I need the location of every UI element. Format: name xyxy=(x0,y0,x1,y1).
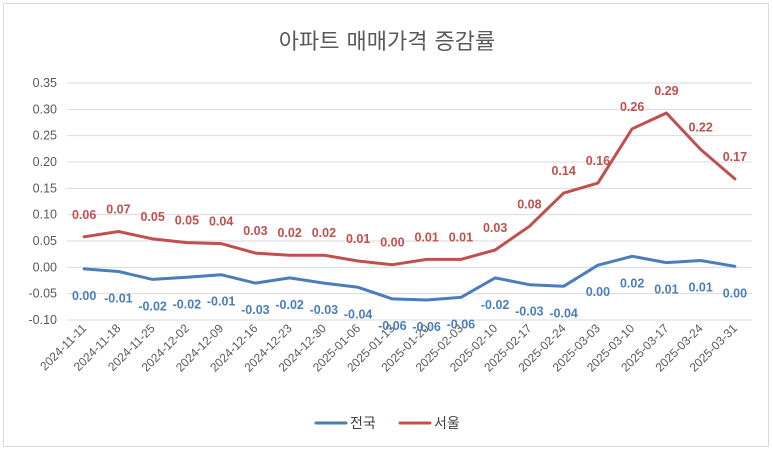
data-label: -0.02 xyxy=(481,298,510,312)
legend-label: 서울 xyxy=(434,416,460,432)
data-label: 0.03 xyxy=(483,221,507,235)
data-label: 0.01 xyxy=(449,230,473,244)
y-tick-label: 0.05 xyxy=(33,234,57,248)
legend: 전국 서울 xyxy=(314,416,460,432)
data-label: 0.16 xyxy=(586,154,610,168)
data-label: -0.06 xyxy=(378,319,407,333)
legend-label: 전국 xyxy=(350,416,376,432)
data-label: -0.03 xyxy=(310,303,339,317)
data-label: -0.01 xyxy=(207,295,236,309)
y-tick-label: 0.15 xyxy=(33,181,57,195)
series-line-national xyxy=(82,254,737,302)
line-chart: 아파트 매매가격 증감률 0.35 0.30 0.25 0.20 0.15 0.10 0.0… xyxy=(29,30,752,432)
data-label: -0.06 xyxy=(447,317,476,331)
data-label: 0.01 xyxy=(346,232,370,246)
data-label: 0.26 xyxy=(620,100,644,114)
data-label: -0.04 xyxy=(549,306,578,320)
data-label: 0.01 xyxy=(688,280,712,294)
y-tick-label: -0.10 xyxy=(29,313,58,327)
chart-frame: 아파트 매매가격 증감률 0.35 0.30 0.25 0.20 0.15 0.10 0.0… xyxy=(3,3,769,447)
data-label: 0.05 xyxy=(140,210,164,224)
data-label: -0.04 xyxy=(344,307,373,321)
data-label: 0.02 xyxy=(277,226,301,240)
data-label: 0.22 xyxy=(688,120,712,134)
y-tick-label: 0.00 xyxy=(33,260,57,274)
data-labels: 0.00 -0.01-0.02 -0.02 -0.01-0.03 -0.02 -0.03-… xyxy=(72,84,747,334)
y-tick-label: 0.25 xyxy=(33,129,57,143)
series-lines xyxy=(82,111,737,302)
data-label: 0.05 xyxy=(175,214,199,228)
data-label: -0.02 xyxy=(275,298,304,312)
grid-lines xyxy=(67,82,752,321)
y-tick-label: 0.10 xyxy=(33,208,57,222)
data-label: -0.02 xyxy=(138,299,167,313)
data-label: 0.29 xyxy=(654,84,678,98)
data-label: 0.02 xyxy=(620,276,644,290)
data-label: 0.01 xyxy=(414,230,438,244)
data-label: -0.02 xyxy=(173,297,202,311)
y-tick-label: 0.35 xyxy=(33,76,57,90)
data-label: 0.00 xyxy=(72,289,96,303)
y-tick-label: 0.30 xyxy=(33,102,57,116)
data-label: -0.01 xyxy=(104,292,133,306)
data-label: 0.08 xyxy=(517,197,541,211)
data-label: 0.00 xyxy=(380,236,404,250)
series-line-seoul xyxy=(82,111,737,267)
data-label: 0.04 xyxy=(209,215,233,229)
data-label: -0.03 xyxy=(241,303,270,317)
data-label: 0.00 xyxy=(586,285,610,299)
chart-title: 아파트 매매가격 증감률 xyxy=(279,30,495,55)
data-label: 0.17 xyxy=(723,150,747,164)
data-label: 0.01 xyxy=(654,283,678,297)
data-label: 0.00 xyxy=(723,286,747,300)
data-label: 0.07 xyxy=(106,203,130,217)
data-label: -0.03 xyxy=(515,305,544,319)
y-tick-label: -0.05 xyxy=(29,287,58,301)
data-label: 0.06 xyxy=(72,208,96,222)
data-label: 0.02 xyxy=(312,226,336,240)
data-label: -0.06 xyxy=(412,320,441,334)
data-label: 0.03 xyxy=(243,224,267,238)
data-label: 0.14 xyxy=(551,164,575,178)
y-tick-label: 0.20 xyxy=(33,155,57,169)
y-axis-ticks: 0.35 0.30 0.25 0.20 0.15 0.10 0.05 0.00 -0.05 -0.… xyxy=(29,76,58,327)
